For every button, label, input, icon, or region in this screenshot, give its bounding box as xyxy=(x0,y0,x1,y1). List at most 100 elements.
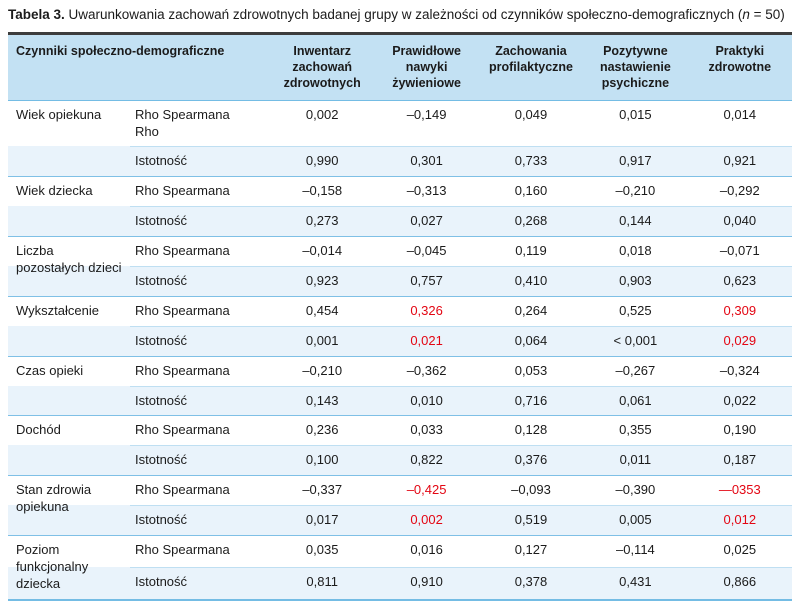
row-stripe xyxy=(8,385,130,416)
row-stripe xyxy=(8,265,130,296)
statistic-label: Rho Spearmana xyxy=(130,356,270,386)
value-cell: 0,376 xyxy=(478,445,584,476)
value-cell-significant: –0,425 xyxy=(374,476,479,506)
value-cell: 0,236 xyxy=(270,416,375,446)
value-cell: 0,160 xyxy=(478,177,584,207)
statistic-label: Istotność xyxy=(130,146,270,177)
value-cell: 0,990 xyxy=(270,146,375,177)
column-header: Zachowania profilaktyczne xyxy=(488,43,574,75)
value-cell: 0,866 xyxy=(687,566,792,599)
statistic-label: Istotność xyxy=(130,505,270,535)
value-cell: 0,355 xyxy=(583,416,688,446)
value-cell: 0,431 xyxy=(583,566,688,599)
value-cell: 0,014 xyxy=(687,100,792,147)
correlation-table: Czynniki społeczno-demograficzne Inwenta… xyxy=(8,31,792,601)
value-cell: 0,757 xyxy=(374,265,479,296)
value-cell: 0,064 xyxy=(478,325,584,356)
value-cell: 0,016 xyxy=(374,536,479,567)
factor-name: Wiek opiekuna xyxy=(16,106,102,122)
value-cell: 0,733 xyxy=(478,146,584,177)
value-cell: –0,114 xyxy=(583,536,688,567)
value-cell: < 0,001 xyxy=(583,325,688,356)
value-cell: 0,010 xyxy=(374,385,479,416)
table-number: Tabela 3. xyxy=(8,7,65,22)
table-group: Wykształcenie Rho Spearmana 0,454 0,326 0,26… xyxy=(8,295,792,356)
value-cell: 0,716 xyxy=(478,385,584,416)
table-group: Dochód Rho Spearmana 0,236 0,033 0,128 0,355 0… xyxy=(8,415,792,476)
factor-name: Dochód xyxy=(16,422,61,438)
statistic-label: Istotność xyxy=(130,445,270,476)
table-group: Stan zdrowia opiekuna Rho Spearmana –0,337… xyxy=(8,475,792,535)
statistic-label: Istotność xyxy=(130,265,270,296)
column-header: Pozytywne nastawienie psychiczne xyxy=(599,43,671,91)
value-cell: 0,273 xyxy=(270,206,375,237)
row-stripe xyxy=(8,505,130,535)
value-cell: –0,210 xyxy=(583,177,688,207)
value-cell: –0,390 xyxy=(583,476,688,506)
row-stripe xyxy=(8,445,130,476)
row-stripe xyxy=(8,206,130,237)
value-cell: 0,061 xyxy=(583,385,688,416)
value-cell: 0,910 xyxy=(374,566,479,599)
statistic-label: Rho Spearmana xyxy=(130,536,270,567)
value-cell: 0,033 xyxy=(374,416,479,446)
value-cell: 0,035 xyxy=(270,536,375,567)
value-cell: 0,917 xyxy=(583,146,688,177)
statistic-label: Rho Spearmana xyxy=(130,416,270,446)
value-cell: –0,045 xyxy=(374,237,479,266)
value-cell: 0,301 xyxy=(374,146,479,177)
value-cell: 0,001 xyxy=(270,325,375,356)
value-cell: 0,903 xyxy=(583,265,688,296)
factor-name: Stan zdrowia opiekuna xyxy=(16,482,92,515)
value-cell: 0,921 xyxy=(687,146,792,177)
table-group: Poziom funkcjonalny dziecka Rho Spearmana… xyxy=(8,535,792,599)
value-cell: 0,015 xyxy=(583,100,688,147)
statistic-label: Rho Spearmana xyxy=(130,296,270,326)
value-cell: 0,017 xyxy=(270,505,375,535)
statistic-label: Rho Spearmana xyxy=(130,177,270,207)
value-cell: 0,519 xyxy=(478,505,584,535)
value-cell: 0,264 xyxy=(478,296,584,326)
value-cell: 0,119 xyxy=(478,237,584,266)
table-group: Wiek opiekuna Rho Spearmana Rho 0,002 –0,14… xyxy=(8,100,792,177)
statistic-label: Istotność xyxy=(130,566,270,599)
value-cell: 0,018 xyxy=(583,237,688,266)
statistic-label: Rho Spearmana xyxy=(130,476,270,506)
column-header-factors: Czynniki społeczno-demograficzne xyxy=(16,43,225,58)
value-cell: 0,040 xyxy=(687,206,792,237)
sample-size-variable: n xyxy=(742,7,750,22)
table-group: Liczba pozostałych dzieci Rho Spearmana –0… xyxy=(8,236,792,296)
value-cell: 0,128 xyxy=(478,416,584,446)
value-cell: 0,127 xyxy=(478,536,584,567)
value-cell: –0,292 xyxy=(687,177,792,207)
value-cell-significant: —0353 xyxy=(687,476,792,506)
sample-size-value: = 50) xyxy=(749,7,785,22)
factor-name: Liczba pozostałych dzieci xyxy=(16,243,122,275)
column-header: Inwentarz zachowań zdrowotnych xyxy=(283,43,361,91)
value-cell: 0,410 xyxy=(478,265,584,296)
value-cell: –0,324 xyxy=(687,356,792,386)
table-group: Czas opieki Rho Spearmana –0,210 –0,362 0,05… xyxy=(8,355,792,416)
factor-name: Wykształcenie xyxy=(16,302,99,318)
table-group: Wiek dziecka Rho Spearmana –0,158 –0,313 0,1… xyxy=(8,176,792,237)
value-cell: 0,811 xyxy=(270,566,375,599)
value-cell: 0,822 xyxy=(374,445,479,476)
value-cell: 0,025 xyxy=(687,536,792,567)
value-cell: 0,143 xyxy=(270,385,375,416)
value-cell-significant: 0,012 xyxy=(687,505,792,535)
column-header: Praktyki zdrowotne xyxy=(708,43,772,75)
value-cell: 0,053 xyxy=(478,356,584,386)
value-cell: –0,362 xyxy=(374,356,479,386)
value-cell: 0,187 xyxy=(687,445,792,476)
table-title: Tabela 3. Uwarunkowania zachowań zdrowot… xyxy=(8,6,792,25)
value-cell-significant: 0,002 xyxy=(374,505,479,535)
value-cell: 0,454 xyxy=(270,296,375,326)
value-cell: –0,014 xyxy=(270,237,375,266)
row-stripe xyxy=(8,146,130,177)
column-header: Prawidłowe nawyki żywieniowe xyxy=(392,43,461,91)
table-header: Czynniki społeczno-demograficzne Inwenta… xyxy=(8,34,792,101)
value-cell: –0,149 xyxy=(374,100,479,147)
value-cell-significant: 0,309 xyxy=(687,296,792,326)
value-cell: 0,022 xyxy=(687,385,792,416)
value-cell-significant: 0,021 xyxy=(374,325,479,356)
